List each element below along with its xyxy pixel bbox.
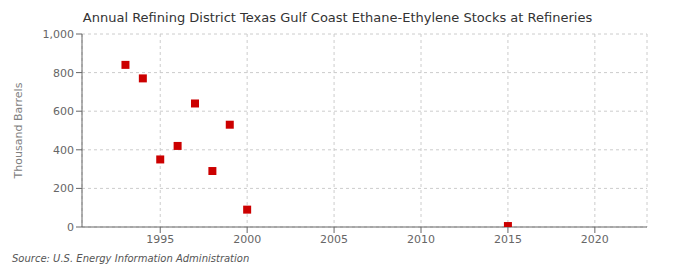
svg-text:2015: 2015 — [494, 233, 522, 246]
svg-text:2010: 2010 — [407, 233, 435, 246]
svg-text:200: 200 — [53, 182, 74, 195]
svg-text:2005: 2005 — [320, 233, 348, 246]
svg-text:2000: 2000 — [233, 233, 261, 246]
svg-text:600: 600 — [53, 105, 74, 118]
svg-text:Thousand Barrels: Thousand Barrels — [12, 82, 25, 179]
svg-text:1,000: 1,000 — [43, 28, 75, 41]
svg-text:800: 800 — [53, 67, 74, 80]
html-text:Source: U.S. Energy Informatio: Source: U.S. Energy Information Administ… — [12, 253, 250, 264]
svg-text:400: 400 — [53, 144, 74, 157]
html-text:Annual Refining District Texas: Annual Refining District Texas Gulf Coas… — [82, 10, 593, 25]
svg-text:0: 0 — [67, 221, 74, 234]
svg-text:2020: 2020 — [581, 233, 609, 246]
svg-text:1995: 1995 — [146, 233, 174, 246]
